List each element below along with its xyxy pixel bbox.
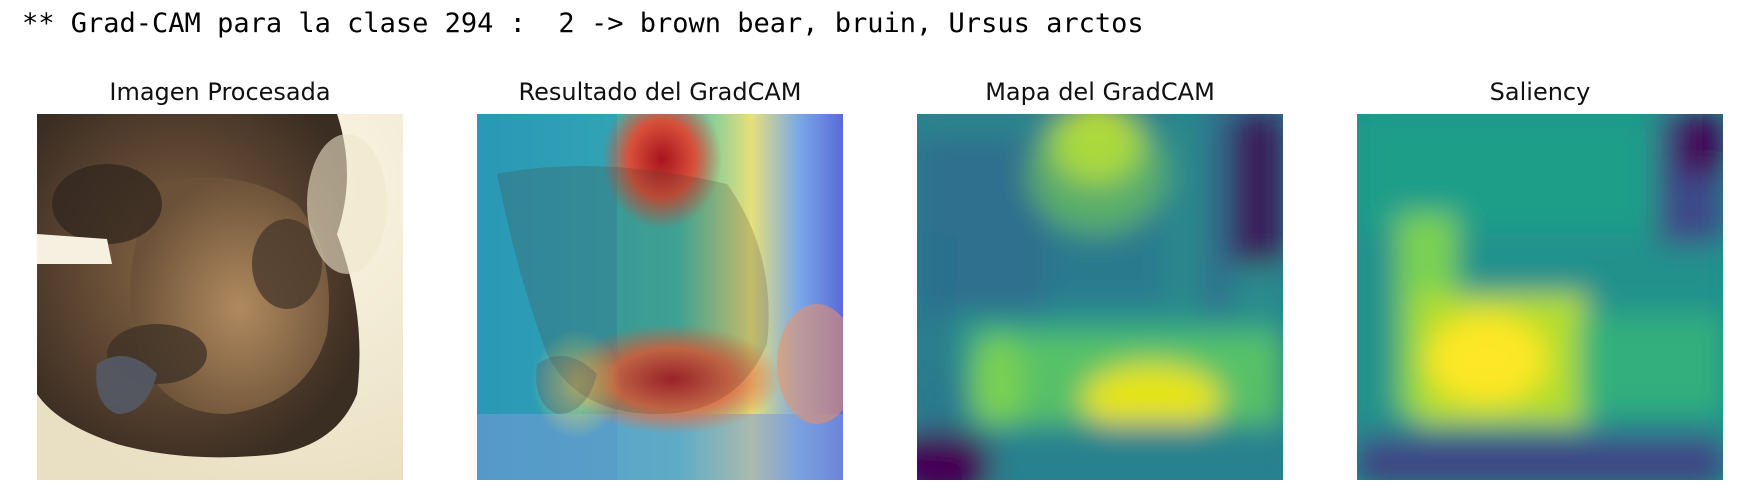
saliency-heatmap (1357, 114, 1723, 480)
panel-title: Resultado del GradCAM (518, 78, 802, 106)
bear-photo-drawing (37, 114, 403, 480)
output-header: ** Grad-CAM para la clase 294 : 2 -> bro… (22, 8, 1144, 39)
bear-photo (37, 114, 403, 480)
gradcam-overlay-drawing (477, 114, 843, 480)
gradcam-overlay (477, 114, 843, 480)
panel-title: Imagen Procesada (109, 78, 331, 106)
panel-title: Saliency (1489, 78, 1591, 106)
gradcam-heatmap-drawing (917, 114, 1283, 480)
gradcam-heatmap (917, 114, 1283, 480)
saliency-heatmap-drawing (1357, 114, 1723, 480)
panel-title: Mapa del GradCAM (985, 78, 1215, 106)
